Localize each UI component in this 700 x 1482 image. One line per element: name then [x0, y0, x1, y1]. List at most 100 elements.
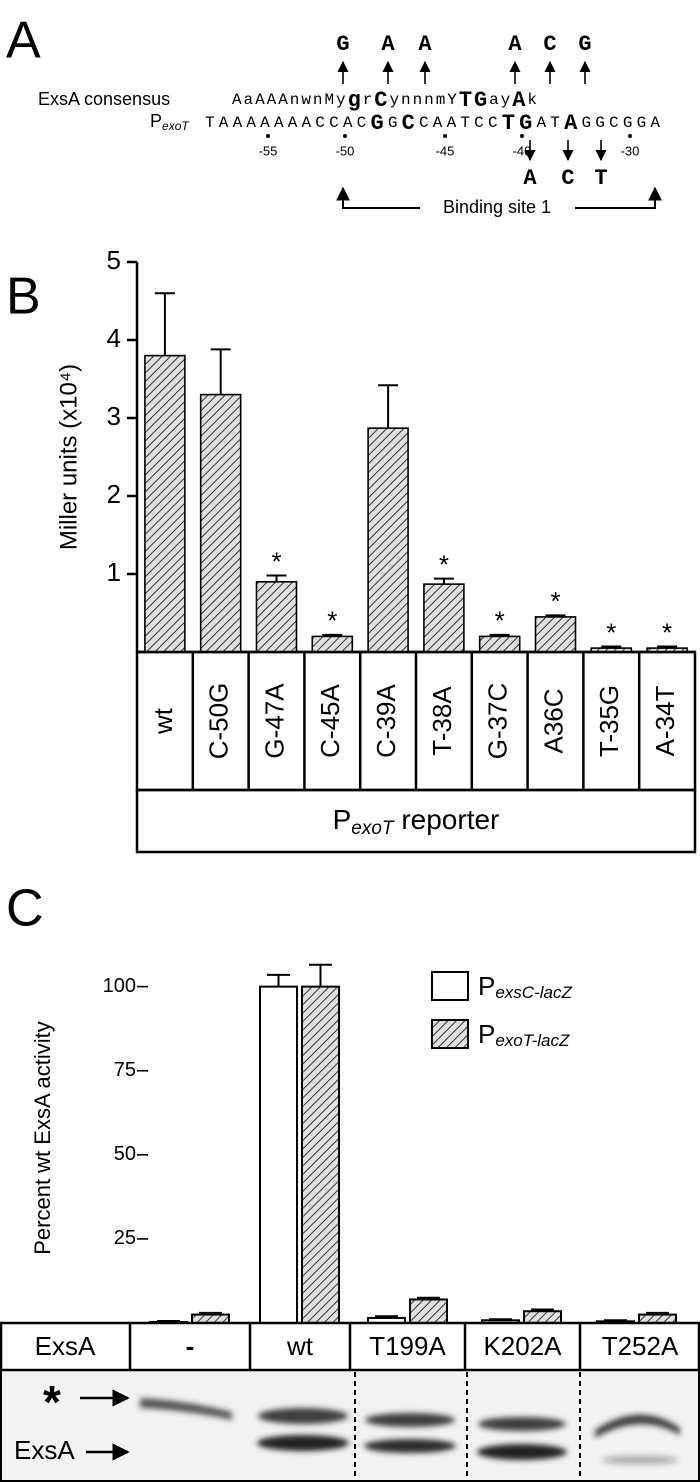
- sequence: AaAAAnwnMyg rC ynnnmYTG ayA k: [232, 88, 537, 113]
- sequence-segment: GGCGGA: [581, 114, 660, 132]
- sequence-segment: AT: [536, 114, 559, 132]
- position-dot: [443, 134, 447, 138]
- x-axis-label: PexoT reporter: [333, 804, 500, 839]
- legend-label: PexoT-lacZ: [478, 1019, 570, 1051]
- promoter-label: PexoT: [150, 111, 190, 133]
- significance: *: [606, 617, 616, 647]
- bar: [478, 635, 521, 653]
- x-tick-label: G-47A: [259, 683, 289, 759]
- position-label: -30: [621, 143, 640, 158]
- panel-label: A: [6, 12, 41, 70]
- x-tick-label: C-45A: [315, 683, 345, 757]
- mutation-above: A: [418, 32, 432, 57]
- promoter-label-main: P: [150, 111, 162, 131]
- legend-label-main: P: [478, 1019, 495, 1049]
- sequence-segment: TG: [502, 111, 533, 136]
- sequence-segment: A: [564, 111, 578, 136]
- sequence-segment: r: [363, 91, 373, 109]
- mutation-below: T: [594, 166, 607, 191]
- y-tick-label: 75: [114, 1059, 136, 1081]
- significance: *: [495, 606, 505, 636]
- x-tick-label: C-50G: [204, 683, 234, 760]
- consensus-label: ExsA consensus: [38, 89, 170, 109]
- y-axis-label: Miller units (x10⁴): [55, 364, 82, 550]
- y-tick-label: 4: [107, 323, 121, 353]
- position-label: -40: [513, 143, 532, 158]
- x-axis-label-rest: reporter: [394, 804, 500, 835]
- y-axis-label: Percent wt ExsA activity: [30, 1021, 55, 1255]
- y-tick-label: 1: [107, 557, 121, 587]
- blot-exsa-label: ExsA: [14, 1435, 75, 1465]
- x-tick-label: wt: [286, 1331, 314, 1361]
- y-tick-label: 5: [107, 245, 121, 275]
- promoter-label-sub: exoT: [162, 119, 190, 133]
- sequence-segment: AaAAAnwnMy: [232, 91, 346, 109]
- western-blot: [0, 1369, 700, 1482]
- x-tick-label: T-35G: [594, 685, 624, 757]
- bar: [423, 583, 465, 653]
- bar: [534, 616, 577, 653]
- sequence-segment: G: [370, 111, 383, 136]
- y-tick-label: 2: [107, 479, 121, 509]
- x-tick-label: T199A: [369, 1331, 446, 1361]
- position-label: -50: [336, 143, 355, 158]
- bar: [301, 985, 340, 1324]
- legend-label-main: P: [478, 971, 495, 1001]
- mutation-above: G: [336, 32, 349, 57]
- position-label: -55: [259, 143, 278, 158]
- legend-swatch: [431, 971, 469, 1001]
- x-tick-label: T-38A: [427, 686, 457, 756]
- sequence-segment: k: [527, 91, 537, 109]
- y-tick-label: 25: [114, 1227, 136, 1249]
- bar: [409, 1298, 448, 1325]
- bar: [144, 354, 186, 653]
- bar: [638, 1313, 677, 1325]
- x-axis-label-main: P: [333, 804, 352, 835]
- y-tick-label: 50: [114, 1143, 136, 1165]
- bracket-right: [575, 186, 662, 209]
- bracket-left: [336, 186, 420, 209]
- bar: [191, 1313, 230, 1325]
- position-dot: [266, 134, 270, 138]
- bar: [255, 580, 298, 653]
- panel-label: C: [6, 880, 44, 938]
- sequence-segment: g: [348, 88, 361, 113]
- mutation-above: C: [543, 32, 556, 57]
- position-label: -45: [436, 143, 455, 158]
- bar: [523, 1310, 562, 1325]
- sequence-segment: A: [512, 88, 526, 113]
- x-tick-label: G-37C: [483, 683, 513, 760]
- significance: *: [439, 550, 449, 580]
- x-tick-label: -: [186, 1331, 195, 1361]
- bar: [199, 393, 242, 653]
- mutation-below: A: [523, 166, 537, 191]
- bar: [367, 427, 409, 653]
- row-label: ExsA: [35, 1331, 96, 1361]
- position-dot: [520, 134, 524, 138]
- x-tick-label: wt: [148, 707, 178, 735]
- bar: [259, 985, 298, 1324]
- legend-swatch: [431, 1019, 469, 1049]
- sequence-segment: G: [388, 114, 398, 132]
- legend-label: PexsC-lacZ: [478, 971, 572, 1003]
- significance: *: [271, 546, 281, 576]
- x-tick-label: A-34T: [650, 685, 680, 756]
- x-tick-label: K202A: [483, 1331, 562, 1361]
- sequence-segment: TAAAAAAACCAC: [205, 114, 366, 132]
- significance: *: [327, 606, 337, 636]
- panel-label: B: [6, 268, 41, 326]
- legend-label-sub: exsC-lacZ: [495, 983, 572, 1002]
- sequence-segment: TG: [459, 88, 487, 113]
- mutation-above: G: [578, 32, 591, 57]
- significance: *: [550, 586, 560, 616]
- position-dot: [628, 134, 632, 138]
- sequence: TAAAAAAACCAC G G C CAATCC TG AT A GGCGGA: [205, 111, 660, 136]
- mutation-above: A: [508, 32, 522, 57]
- x-axis-label-sub: exoT: [351, 818, 395, 839]
- mutation-below: C: [561, 166, 574, 191]
- position-dot: [343, 134, 347, 138]
- legend-label-sub: exoT-lacZ: [495, 1031, 570, 1050]
- blot-star-label: *: [43, 1376, 61, 1428]
